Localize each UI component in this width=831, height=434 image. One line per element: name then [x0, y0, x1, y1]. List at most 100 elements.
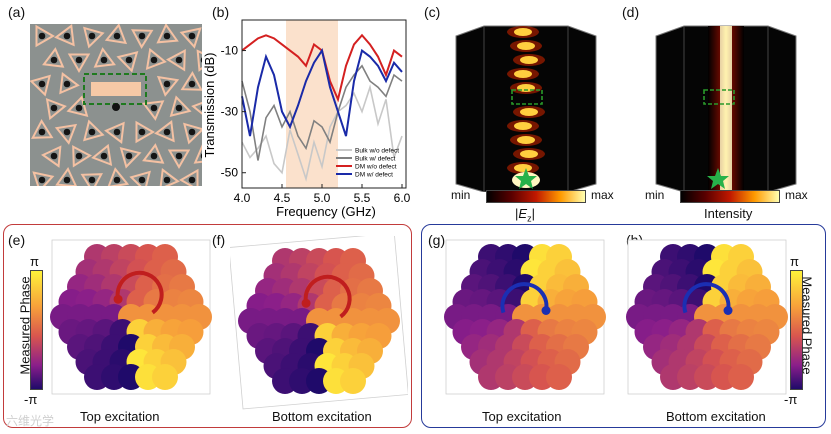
- y-tick-label: -30: [221, 105, 239, 119]
- x-tick-label: 5.5: [354, 191, 371, 205]
- colorbar-intensity-max: max: [785, 188, 808, 202]
- lattice-hole: [75, 104, 83, 112]
- series-line-1: [241, 64, 403, 161]
- lattice-hole: [63, 80, 71, 88]
- lattice-hole: [100, 152, 108, 160]
- panel-f-label: (f): [212, 232, 226, 248]
- panel-d-label: (d): [622, 4, 640, 20]
- lattice-hole: [188, 32, 196, 40]
- colorbar-intensity: [680, 190, 780, 203]
- panel-g-label: (g): [428, 232, 446, 248]
- lattice-hole: [188, 176, 196, 184]
- phase-colorbar-right: [790, 270, 803, 390]
- lattice-hole: [50, 56, 58, 64]
- panel-e-label: (e): [8, 232, 26, 248]
- y-tick-label: -50: [221, 166, 239, 180]
- lattice-hole: [163, 128, 171, 136]
- lattice-hole: [188, 128, 196, 136]
- caption-f: Bottom excitation: [272, 409, 372, 424]
- x-tick-label: 5.0: [314, 191, 331, 205]
- colorbar-ez-max: max: [591, 188, 614, 202]
- lattice-hole: [163, 32, 171, 40]
- rotation-arrow-head: [113, 294, 123, 304]
- transmission-chart: 4.0 4.5 5.0 5.5 6.0 -10 -30 -50 Transmission (d…: [202, 19, 411, 219]
- lattice-hole: [38, 128, 46, 136]
- ez-hotspot-core: [520, 150, 538, 158]
- lattice-hole: [38, 80, 46, 88]
- defect-region: [91, 82, 141, 96]
- lattice-hole: [188, 80, 196, 88]
- rotation-arrow-head: [301, 298, 311, 308]
- colorbar-intensity-min: min: [645, 188, 665, 202]
- lattice-hole: [88, 32, 96, 40]
- lattice-hole: [88, 128, 96, 136]
- watermark: 六维光学: [6, 414, 55, 428]
- site-phase: [546, 364, 572, 390]
- defect-box: [511, 89, 543, 105]
- lattice-hole: [163, 80, 171, 88]
- ez-hotspot-core: [520, 56, 538, 64]
- x-tick-label: 4.5: [274, 191, 291, 205]
- colorbar-ez-min: min: [451, 188, 471, 202]
- panel-b-label: (b): [212, 4, 230, 20]
- rotation-arrow-icon: [303, 274, 352, 319]
- intensity-map: [655, 25, 797, 192]
- lattice-hole: [150, 152, 158, 160]
- lattice-hole: [38, 176, 46, 184]
- x-tick-label: 6.0: [394, 191, 411, 205]
- lattice-hole: [163, 176, 171, 184]
- source-star-icon: [515, 168, 537, 189]
- site-phase: [152, 364, 178, 390]
- lattice-hole: [175, 152, 183, 160]
- phase-map-g: [444, 239, 606, 395]
- rotation-arrow-icon: [500, 282, 549, 314]
- lattice-hole: [138, 128, 146, 136]
- lattice-hole: [175, 104, 183, 112]
- lattice-hole: [138, 176, 146, 184]
- lattice-hole: [200, 105, 202, 111]
- phase-colorbar-left-title: Measured Phase: [17, 276, 33, 375]
- phase-colorbar-right-top: π: [790, 254, 799, 269]
- phase-colorbar-left-bottom: -π: [24, 392, 38, 407]
- ez-hotspot-core: [514, 164, 532, 172]
- colorbar-ez: [486, 190, 586, 203]
- ez-hotspot-core: [517, 42, 535, 50]
- lattice-hole: [50, 152, 58, 160]
- phase-map-e: [50, 239, 212, 395]
- lattice-hole: [100, 56, 108, 64]
- phase-colorbar-left: [30, 270, 43, 390]
- lattice-hole: [175, 56, 183, 64]
- lattice-hole: [63, 176, 71, 184]
- lattice-hole: [150, 56, 158, 64]
- lattice-hole: [63, 128, 71, 136]
- triangle-lattice: [30, 24, 202, 186]
- chart-xlabel: Frequency (GHz): [276, 204, 376, 219]
- ez-hotspot-core: [514, 70, 532, 78]
- shaded-band: [286, 20, 338, 188]
- caption-e: Top excitation: [80, 409, 160, 424]
- dm-w-defect-frame: [421, 224, 826, 428]
- lattice-hole: [113, 32, 121, 40]
- chart-ylabel: Transmission (dB): [202, 53, 217, 158]
- lattice-hole: [200, 57, 202, 63]
- lattice-hole: [150, 104, 158, 112]
- ez-hotspot-core: [517, 136, 535, 144]
- source-marker: [112, 103, 120, 111]
- ez-hotspot-core: [514, 122, 532, 130]
- series-line-3: [241, 48, 403, 137]
- lattice-hole: [125, 152, 133, 160]
- phase-colorbar-right-bottom: -π: [784, 392, 798, 407]
- lattice-hole: [38, 32, 46, 40]
- lattice-hole: [113, 176, 121, 184]
- rotation-arrow-head: [723, 305, 733, 315]
- colorbar-ez-label: |Ez|: [515, 206, 535, 224]
- y-tick-label: -10: [221, 44, 239, 58]
- lattice-hole: [63, 32, 71, 40]
- site-phase: [728, 364, 754, 390]
- rotation-arrow-icon: [682, 282, 731, 314]
- legend-label: Bulk w/o defect: [355, 148, 399, 155]
- field-ez-map: [455, 25, 597, 192]
- lattice-hole: [138, 32, 146, 40]
- rotation-arrow-icon: [115, 270, 164, 315]
